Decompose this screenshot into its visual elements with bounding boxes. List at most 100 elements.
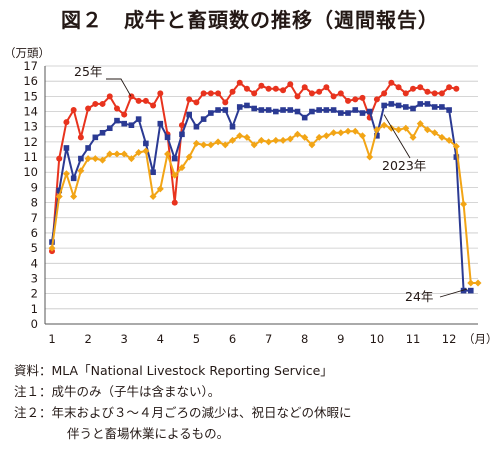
data-point (236, 132, 244, 140)
data-point (338, 110, 344, 116)
data-point (258, 82, 265, 89)
data-point (402, 90, 409, 97)
x-tick-label: 5 (193, 332, 200, 346)
data-point (106, 125, 113, 132)
data-point (179, 131, 185, 138)
data-point (113, 150, 121, 158)
data-point (460, 287, 467, 294)
data-point (229, 123, 236, 130)
data-point (149, 193, 157, 201)
data-point (222, 107, 229, 113)
data-point (402, 124, 410, 132)
data-point (200, 141, 208, 149)
data-point (330, 93, 337, 100)
annotation-label: 25年 (74, 64, 102, 79)
y-tick-label: 4 (31, 256, 38, 270)
data-point (229, 136, 237, 144)
data-point (200, 116, 207, 122)
data-point (200, 90, 207, 97)
y-tick-label: 13 (23, 120, 38, 134)
data-point (193, 123, 200, 130)
data-point (135, 97, 142, 104)
data-point (77, 134, 84, 141)
data-point (99, 156, 107, 164)
data-point (330, 129, 338, 137)
y-axis-unit: （万頭） (4, 46, 50, 60)
data-point (106, 93, 113, 100)
data-point (366, 108, 373, 115)
series-s0 (49, 79, 460, 255)
data-point (243, 133, 251, 141)
data-point (308, 141, 316, 149)
data-point (121, 120, 128, 127)
data-point (120, 150, 128, 158)
data-point (301, 84, 308, 91)
data-point (301, 114, 308, 121)
data-point (62, 170, 70, 178)
data-point (359, 110, 366, 116)
data-point (157, 120, 164, 127)
data-point (460, 200, 468, 208)
data-point (99, 100, 106, 107)
data-point (121, 111, 128, 118)
source-note: 資料：MLA「National Livestock Reporting Serv… (14, 363, 333, 378)
y-tick-label: 6 (31, 226, 38, 240)
data-point (77, 167, 85, 175)
data-point (157, 90, 164, 97)
data-point (171, 171, 179, 179)
data-point (185, 153, 193, 161)
data-point (316, 88, 323, 95)
x-tick-label: 2 (84, 332, 91, 346)
data-point (214, 138, 222, 146)
data-point (236, 79, 243, 86)
data-point (381, 102, 387, 109)
data-point (186, 96, 193, 103)
data-point (293, 130, 301, 138)
data-point (438, 90, 445, 97)
data-point (150, 102, 157, 109)
data-point (171, 199, 178, 206)
data-point (70, 175, 77, 182)
data-point (467, 287, 474, 294)
data-point (207, 141, 215, 149)
data-point (258, 107, 265, 113)
data-point (474, 279, 482, 287)
note-1: 注１：成牛のみ（子牛は含まない）。 (14, 384, 221, 399)
data-point (323, 84, 330, 91)
y-tick-label: 8 (31, 196, 38, 210)
data-point (265, 107, 272, 113)
data-point (171, 155, 178, 162)
annotation-leader (106, 78, 132, 97)
data-point (359, 94, 366, 101)
data-point (409, 133, 417, 141)
data-point (56, 155, 63, 162)
data-point (308, 90, 315, 97)
data-point (208, 110, 214, 116)
y-tick-label: 9 (31, 180, 38, 194)
data-point (193, 99, 200, 106)
data-point (272, 85, 279, 92)
data-point (316, 107, 322, 113)
data-point (280, 107, 286, 113)
x-tick-label: 1 (48, 332, 55, 346)
data-point (439, 104, 445, 110)
notes: 資料：MLA「National Livestock Reporting Serv… (14, 360, 498, 444)
series-annotations: 25年 2023年 24年 (74, 64, 468, 304)
data-point (351, 127, 359, 135)
data-point (48, 244, 56, 252)
data-point (446, 107, 452, 113)
data-point (279, 136, 287, 144)
data-point (380, 121, 388, 129)
data-point (85, 145, 91, 151)
data-point (345, 97, 352, 104)
data-point (280, 87, 287, 94)
data-point (221, 141, 229, 149)
annotation-leader (439, 288, 468, 298)
annotation-label: 2023年 (382, 158, 426, 173)
data-point (416, 120, 424, 128)
data-point (452, 142, 460, 150)
data-point (63, 119, 70, 126)
data-point (431, 129, 439, 137)
note-2: 注２：年末および３～４月ごろの減少は、祝日などの休暇に (14, 405, 352, 420)
